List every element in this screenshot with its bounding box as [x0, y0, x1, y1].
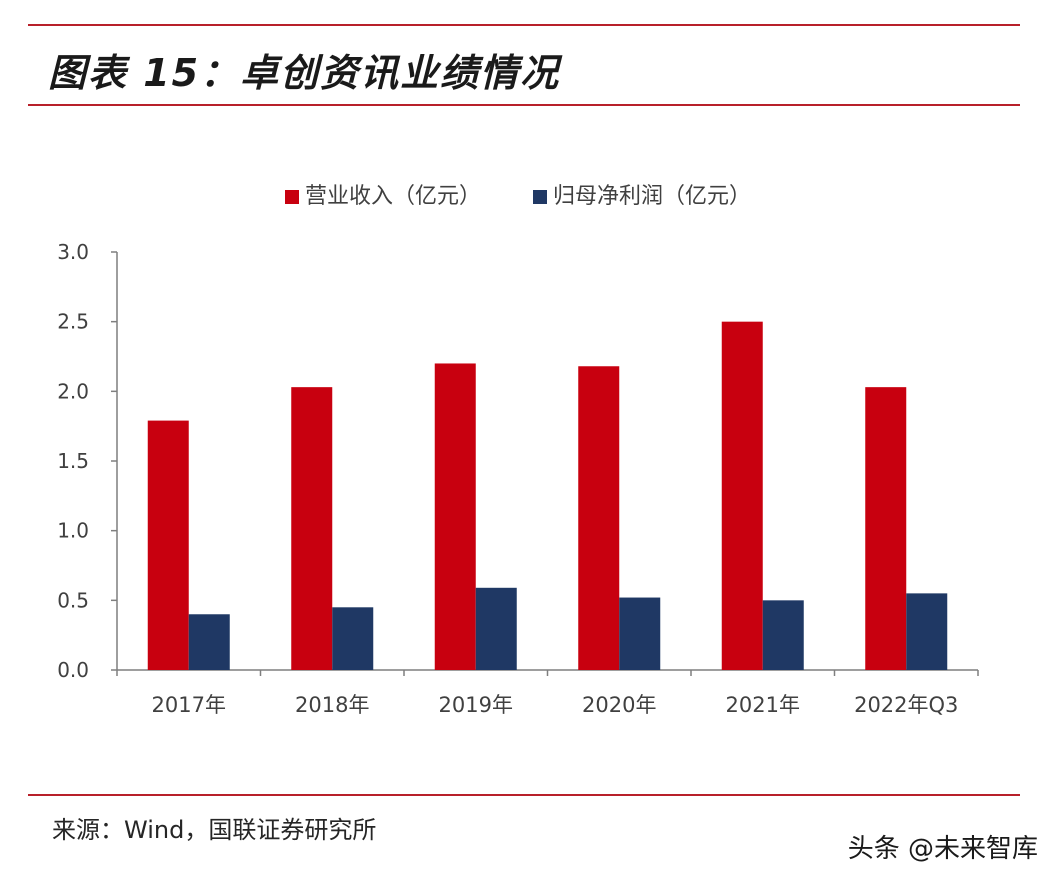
- x-tick-label: 2017年: [152, 693, 226, 717]
- profit-bar-5: [762, 600, 804, 670]
- revenue-bar-4: [578, 366, 620, 670]
- y-tick-label: 1.0: [57, 519, 89, 543]
- y-tick-label: 0.5: [57, 588, 89, 612]
- source-note: 来源：Wind，国联证券研究所: [52, 816, 377, 844]
- legend-swatch-1: [285, 190, 299, 204]
- y-tick-label: 3.0: [57, 240, 89, 264]
- x-tick-label: 2018年: [295, 693, 369, 717]
- profit-bar-2: [332, 607, 374, 670]
- profit-bar-1: [188, 614, 230, 670]
- legend-label-2: 归母净利润（亿元）: [553, 184, 751, 209]
- x-tick-label: 2020年: [582, 693, 656, 717]
- y-tick-label: 0.0: [57, 658, 89, 682]
- revenue-bar-1: [147, 420, 189, 670]
- revenue-bar-3: [434, 363, 476, 670]
- y-tick-label: 2.5: [57, 310, 89, 334]
- legend-swatch-2: [533, 190, 547, 204]
- figure-title: 图表 15：卓创资讯业绩情况: [48, 51, 561, 95]
- y-tick-label: 2.0: [57, 379, 89, 403]
- x-tick-label: 2022年Q3: [854, 693, 958, 717]
- revenue-bar-2: [291, 387, 333, 670]
- x-tick-label: 2019年: [439, 693, 513, 717]
- y-tick-label: 1.5: [57, 449, 89, 473]
- profit-bar-3: [475, 587, 517, 670]
- top-rule: [28, 24, 1020, 26]
- profit-bar-4: [619, 597, 661, 670]
- revenue-bar-5: [721, 321, 763, 670]
- footer-rule: [28, 794, 1020, 796]
- profit-bar-6: [906, 593, 948, 670]
- watermark: 头条 @未来智库: [847, 834, 1038, 864]
- revenue-bar-6: [865, 387, 907, 670]
- legend-label-1: 营业收入（亿元）: [305, 184, 481, 209]
- title-underline-rule: [28, 104, 1020, 106]
- x-tick-label: 2021年: [726, 693, 800, 717]
